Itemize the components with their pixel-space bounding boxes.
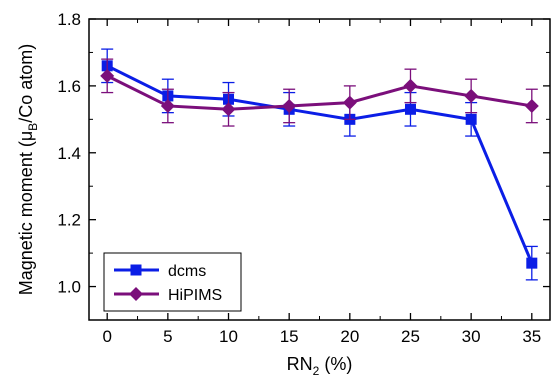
legend-box (103, 252, 242, 312)
x-tick-labels: 0 5 10 15 20 25 30 35 (102, 327, 541, 346)
legend-marker (129, 287, 143, 301)
data-point (100, 68, 115, 83)
series-line (106, 64, 534, 264)
data-point (221, 102, 236, 117)
y-axis-title: Magnetic moment (μB/Co atom) (16, 44, 40, 295)
y-axis-title-rest: /Co atom) (16, 44, 36, 123)
x-tick-label: 20 (340, 327, 359, 346)
data-point (464, 88, 479, 103)
legend-item-hipims: HiPIMS (114, 287, 222, 304)
data-point (404, 103, 416, 115)
series-layer (100, 48, 539, 281)
x-tick-label: 5 (163, 327, 172, 346)
y-tick-label: 1.8 (57, 10, 81, 29)
series-dcms (101, 48, 538, 281)
data-point (465, 113, 477, 125)
y-tick-label: 1.2 (57, 211, 81, 230)
x-tick-label: 10 (219, 327, 238, 346)
series-hipims (100, 58, 539, 127)
legend-item-dcms: dcms (114, 263, 206, 280)
plot-frame (88, 18, 551, 321)
x-tick-label: 35 (522, 327, 541, 346)
y-tick-label: 1.4 (57, 144, 81, 163)
legend-label: HiPIMS (168, 287, 222, 304)
data-point (524, 98, 539, 113)
x-tick-label: 30 (462, 327, 481, 346)
y-tick-label: 1.6 (57, 77, 81, 96)
x-axis-title-main: RN (287, 354, 313, 374)
legend-marker (130, 264, 142, 276)
x-axis-title-sub: 2 (313, 364, 320, 377)
y-axis-title-sub: B (26, 123, 40, 131)
y-axis-title-main: Magnetic moment (μ (16, 131, 36, 295)
y-tick-label: 1.0 (57, 278, 81, 297)
data-point (526, 257, 538, 269)
data-point (160, 98, 175, 113)
data-point (282, 98, 297, 113)
x-tick-label: 25 (401, 327, 420, 346)
y-tick-labels: 1.0 1.2 1.4 1.6 1.8 (57, 10, 81, 297)
x-tick-label: 15 (280, 327, 299, 346)
x-axis-title: RN2 (%) (287, 354, 353, 377)
data-point (403, 78, 418, 93)
legend-label: dcms (168, 263, 206, 280)
x-axis-title-rest: (%) (319, 354, 352, 374)
data-point (342, 95, 357, 110)
x-tick-label: 0 (102, 327, 111, 346)
legend: dcms HiPIMS (103, 252, 242, 312)
series-line (106, 74, 533, 111)
